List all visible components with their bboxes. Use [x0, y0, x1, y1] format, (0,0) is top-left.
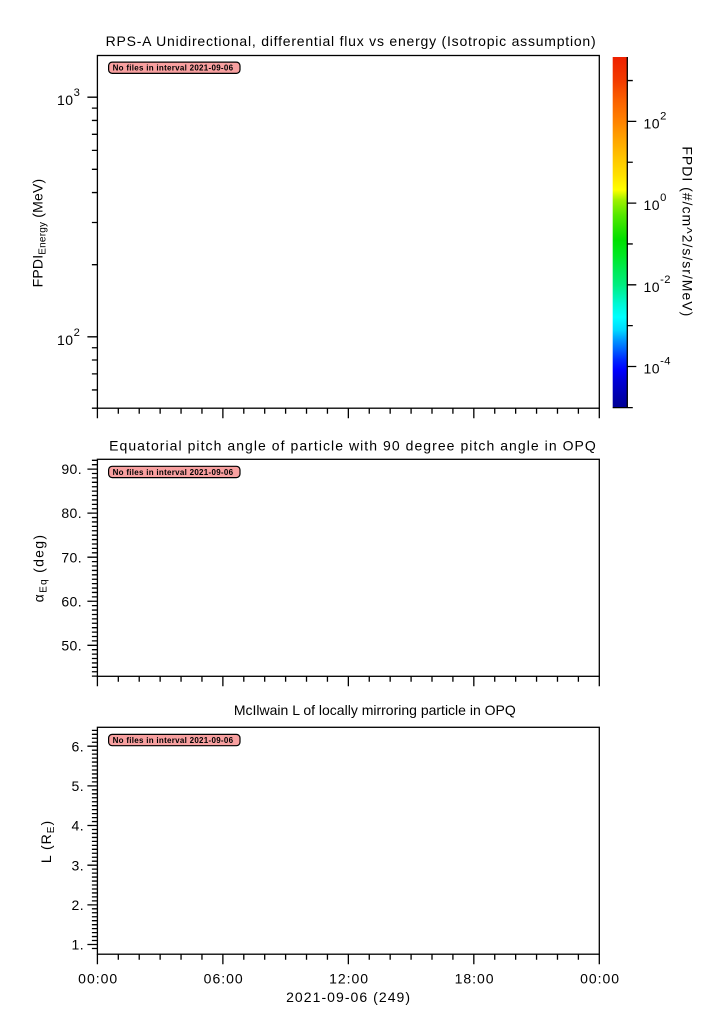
- svg-text:Equatorial pitch angle of part: Equatorial pitch angle of particle with …: [109, 438, 597, 454]
- svg-text:6.: 6.: [72, 738, 84, 754]
- svg-text:70.: 70.: [61, 549, 82, 565]
- svg-text:2021-09-06 (249): 2021-09-06 (249): [286, 989, 411, 1005]
- svg-text:18:00: 18:00: [455, 970, 495, 986]
- svg-text:4.: 4.: [72, 818, 84, 834]
- svg-text:06:00: 06:00: [204, 970, 244, 986]
- svg-text:90.: 90.: [61, 461, 82, 477]
- svg-text:FPDIEnergy (MeV): FPDIEnergy (MeV): [30, 179, 49, 288]
- svg-text:No files in interval 2021-09-0: No files in interval 2021-09-06: [113, 64, 234, 73]
- svg-text:5.: 5.: [72, 778, 84, 794]
- svg-text:00:00: 00:00: [580, 970, 620, 986]
- svg-text:No files in interval 2021-09-0: No files in interval 2021-09-06: [113, 736, 234, 745]
- svg-text:McIlwain L of locally mirrorin: McIlwain L of locally mirroring particle…: [234, 702, 516, 718]
- svg-text:80.: 80.: [61, 505, 82, 521]
- svg-text:60.: 60.: [61, 593, 82, 609]
- svg-text:RPS-A Unidirectional, differen: RPS-A Unidirectional, differential flux …: [106, 33, 597, 49]
- svg-text:12:00: 12:00: [329, 970, 369, 986]
- svg-text:1.: 1.: [72, 937, 84, 953]
- svg-text:2.: 2.: [72, 897, 84, 913]
- svg-text:FPDI (#/cm^2/s/sr/MeV): FPDI (#/cm^2/s/sr/MeV): [680, 146, 696, 317]
- svg-text:No files in interval 2021-09-0: No files in interval 2021-09-06: [113, 468, 234, 477]
- svg-text:50.: 50.: [61, 637, 82, 653]
- svg-text:3.: 3.: [72, 857, 84, 873]
- svg-text:00:00: 00:00: [78, 970, 118, 986]
